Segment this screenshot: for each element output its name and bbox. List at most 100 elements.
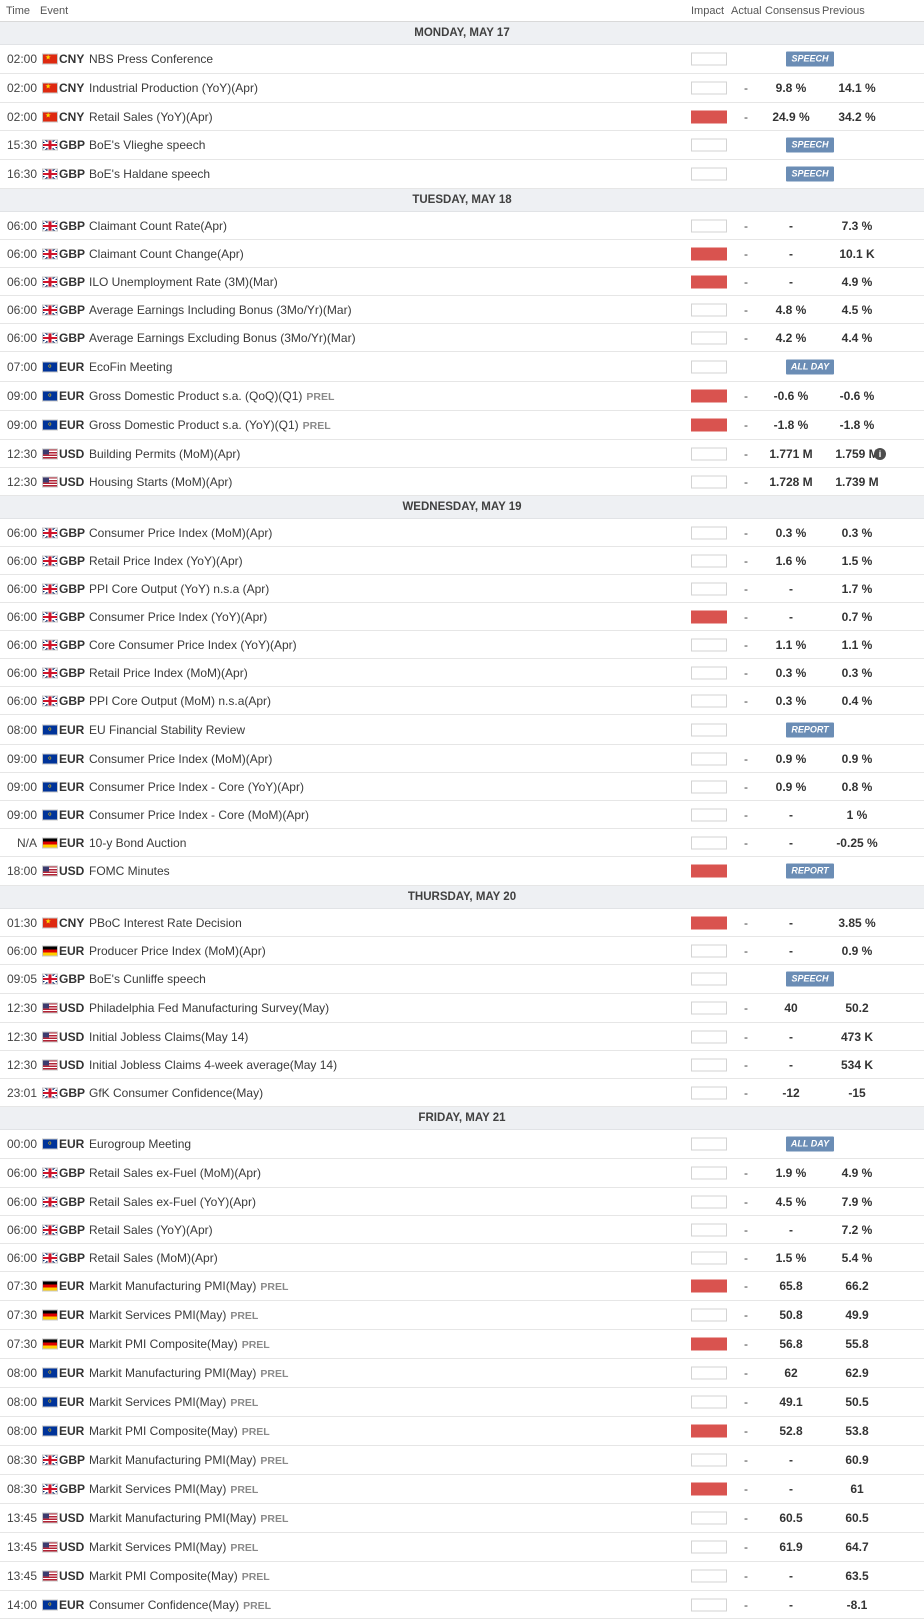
event-row[interactable]: N/A EUR 10-y Bond Auction - - -0.25 % (0, 829, 924, 857)
event-name[interactable]: EU Financial Stability Review (89, 723, 245, 737)
event-title[interactable]: Markit Manufacturing PMI(May) (89, 1511, 257, 1525)
event-name[interactable]: Building Permits (MoM)(Apr) (89, 447, 240, 461)
event-name[interactable]: Consumer Price Index - Core (MoM)(Apr) (89, 808, 309, 822)
event-name[interactable]: Producer Price Index (MoM)(Apr) (89, 944, 266, 958)
event-title[interactable]: Markit Manufacturing PMI(May) (89, 1366, 257, 1380)
event-name[interactable]: Markit Services PMI(May) PREL (89, 1540, 258, 1554)
event-row[interactable]: 07:00 EUR EcoFin Meeting ALL DAY (0, 352, 924, 382)
event-row[interactable]: 13:45 USD Markit Manufacturing PMI(May) PRE… (0, 1504, 924, 1533)
event-title[interactable]: PPI Core Output (MoM) n.s.a(Apr) (89, 693, 272, 708)
event-row[interactable]: 18:00 USD FOMC Minutes REPORT (0, 857, 924, 886)
event-title[interactable]: Average Earnings Excluding Bonus (3Mo/Yr… (89, 330, 356, 345)
event-name[interactable]: Gross Domestic Product s.a. (QoQ)(Q1) PRE… (89, 389, 334, 403)
event-title[interactable]: Consumer Price Index (MoM)(Apr) (89, 525, 273, 540)
event-name[interactable]: Markit Manufacturing PMI(May) PREL (89, 1366, 288, 1380)
event-title[interactable]: Eurogroup Meeting (89, 1137, 192, 1151)
event-name[interactable]: Core Consumer Price Index (YoY)(Apr) (89, 638, 297, 652)
event-name[interactable]: Consumer Price Index - Core (YoY)(Apr) (89, 780, 304, 794)
event-title[interactable]: Gross Domestic Product s.a. (QoQ)(Q1) (89, 389, 303, 403)
event-row[interactable]: 08:00 EUR Markit Services PMI(May)PREL - 49.… (0, 1388, 924, 1417)
event-name[interactable]: Eurogroup Meeting (89, 1137, 191, 1151)
event-name[interactable]: Retail Price Index (YoY)(Apr) (89, 554, 243, 568)
event-row[interactable]: 06:00 GBP Core Consumer Price Index (YoY)(… (0, 631, 924, 659)
event-title[interactable]: EU Financial Stability Review (89, 722, 246, 737)
column-consensus-header[interactable]: Consensus (765, 5, 821, 17)
event-name[interactable]: Claimant Count Rate(Apr) (89, 219, 227, 233)
event-row[interactable]: 06:00 GBP Retail Price Index (MoM)(Apr) - 0.… (0, 659, 924, 687)
event-row[interactable]: 06:00 GBP Retail Sales ex-Fuel (MoM)(Apr) -… (0, 1159, 924, 1188)
event-title[interactable]: ILO Unemployment Rate (3M)(Mar) (89, 274, 278, 289)
event-title[interactable]: BoE's Cunliffe speech (89, 972, 206, 986)
event-title[interactable]: BoE's Vlieghe speech (89, 138, 206, 152)
event-name[interactable]: Markit Services PMI(May) PREL (89, 1395, 258, 1409)
event-name[interactable]: Retail Sales (YoY)(Apr) (89, 1223, 213, 1237)
event-name[interactable]: Initial Jobless Claims 4-week average(Ma… (89, 1058, 337, 1072)
event-title[interactable]: Initial Jobless Claims 4-week average(Ma… (89, 1057, 338, 1072)
event-name[interactable]: Markit PMI Composite(May) PREL (89, 1337, 270, 1351)
event-row[interactable]: 01:30 CNY PBoC Interest Rate Decision - - 3.8… (0, 909, 924, 937)
event-name[interactable]: ILO Unemployment Rate (3M)(Mar) (89, 275, 278, 289)
event-name[interactable]: Claimant Count Change(Apr) (89, 247, 244, 261)
event-name[interactable]: Retail Price Index (MoM)(Apr) (89, 666, 248, 680)
event-title[interactable]: Initial Jobless Claims(May 14) (89, 1029, 249, 1044)
event-name[interactable]: Retail Sales ex-Fuel (MoM)(Apr) (89, 1166, 261, 1180)
event-name[interactable]: Consumer Price Index (MoM)(Apr) (89, 526, 272, 540)
event-name[interactable]: Gross Domestic Product s.a. (YoY)(Q1) PRE… (89, 418, 331, 432)
event-title[interactable]: Consumer Price Index - Core (MoM)(Apr) (89, 807, 310, 822)
event-name[interactable]: Markit Services PMI(May) PREL (89, 1308, 258, 1322)
event-row[interactable]: 06:00 GBP Consumer Price Index (MoM)(Apr) -… (0, 519, 924, 547)
event-row[interactable]: 06:00 GBP PPI Core Output (MoM) n.s.a(Apr)… (0, 687, 924, 715)
event-row[interactable]: 02:00 CNY Retail Sales (YoY)(Apr) - 24.9 % 34… (0, 103, 924, 131)
event-row[interactable]: 06:00 GBP Consumer Price Index (YoY)(Apr) -… (0, 603, 924, 631)
event-title[interactable]: Retail Sales ex-Fuel (YoY)(Apr) (89, 1194, 256, 1209)
event-title[interactable]: Building Permits (MoM)(Apr) (89, 446, 241, 461)
event-name[interactable]: Markit PMI Composite(May) PREL (89, 1424, 270, 1438)
event-row[interactable]: 06:00 GBP Claimant Count Rate(Apr) - - 7.3 % (0, 212, 924, 240)
event-name[interactable]: Industrial Production (YoY)(Apr) (89, 81, 258, 95)
event-title[interactable]: Retail Sales (YoY)(Apr) (89, 1222, 213, 1237)
event-row[interactable]: 09:00 EUR Consumer Price Index - Core (YoY… (0, 773, 924, 801)
event-row[interactable]: 00:00 EUR Eurogroup Meeting ALL DAY (0, 1130, 924, 1159)
event-name[interactable]: EcoFin Meeting (89, 360, 172, 374)
event-row[interactable]: 06:00 GBP PPI Core Output (YoY) n.s.a (Apr… (0, 575, 924, 603)
event-title[interactable]: Retail Sales ex-Fuel (MoM)(Apr) (89, 1166, 262, 1180)
event-row[interactable]: 06:00 EUR Producer Price Index (MoM)(Apr) -… (0, 937, 924, 965)
event-name[interactable]: FOMC Minutes (89, 864, 170, 878)
event-row[interactable]: 08:30 GBP Markit Services PMI(May) PREL - - 61 (0, 1475, 924, 1504)
event-title[interactable]: Retail Price Index (YoY)(Apr) (89, 553, 243, 568)
event-title[interactable]: Philadelphia Fed Manufacturing Survey(Ma… (89, 1001, 330, 1015)
event-row[interactable]: 12:30 USD Initial Jobless Claims 4-week av… (0, 1051, 924, 1079)
event-title[interactable]: Retail Sales (YoY)(Apr) (89, 109, 213, 124)
event-row[interactable]: 13:45 USD Markit PMI Composite(May) PREL - - 6… (0, 1562, 924, 1591)
event-row[interactable]: 08:30 GBP Markit Manufacturing PMI(May) PRE… (0, 1446, 924, 1475)
event-row[interactable]: 12:30 USD Initial Jobless Claims(May 14) - -… (0, 1023, 924, 1051)
event-name[interactable]: Average Earnings Including Bonus (3Mo/Yr… (89, 303, 352, 317)
column-actual-header[interactable]: Actual (731, 5, 762, 17)
event-name[interactable]: BoE's Vlieghe speech (89, 138, 205, 152)
event-title[interactable]: Markit Services PMI(May) (89, 1540, 227, 1554)
event-name[interactable]: Consumer Price Index (YoY)(Apr) (89, 610, 267, 624)
event-title[interactable]: Claimant Count Change(Apr) (89, 246, 244, 261)
event-title[interactable]: Markit Manufacturing PMI(May) (89, 1453, 257, 1467)
event-title[interactable]: Consumer Price Index (MoM)(Apr) (89, 751, 273, 766)
event-row[interactable]: 09:00 EUR Consumer Price Index - Core (MoM… (0, 801, 924, 829)
event-row[interactable]: 06:00 GBP Average Earnings Excluding Bonus… (0, 324, 924, 352)
event-title[interactable]: Retail Price Index (MoM)(Apr) (89, 665, 248, 680)
event-name[interactable]: Average Earnings Excluding Bonus (3Mo/Yr… (89, 331, 356, 345)
event-row[interactable]: 07:30 EUR Markit PMI Composite(May) PREL - 56… (0, 1330, 924, 1359)
event-title[interactable]: Retail Sales (MoM)(Apr) (89, 1250, 218, 1265)
event-title[interactable]: Markit PMI Composite(May) (89, 1424, 238, 1438)
event-title[interactable]: GfK Consumer Confidence(May) (89, 1085, 264, 1100)
event-row[interactable]: 15:30 GBP BoE's Vlieghe speech SPEECH (0, 131, 924, 160)
event-name[interactable]: BoE's Haldane speech (89, 167, 210, 181)
event-row[interactable]: 09:05 GBP BoE's Cunliffe speech SPEECH (0, 965, 924, 994)
event-title[interactable]: Markit Services PMI(May) (89, 1395, 227, 1409)
event-row[interactable]: 08:00 EUR Markit Manufacturing PMI(May)PRE… (0, 1359, 924, 1388)
event-title[interactable]: Gross Domestic Product s.a. (YoY)(Q1) (89, 418, 299, 432)
event-name[interactable]: BoE's Cunliffe speech (89, 972, 206, 986)
event-name[interactable]: Retail Sales ex-Fuel (YoY)(Apr) (89, 1195, 256, 1209)
event-title[interactable]: Markit Services PMI(May) (89, 1308, 227, 1322)
event-row[interactable]: 08:00 EUR Markit PMI Composite(May)PREL - 52… (0, 1417, 924, 1446)
event-name[interactable]: Philadelphia Fed Manufacturing Survey(Ma… (89, 1001, 329, 1015)
event-name[interactable]: 10-y Bond Auction (89, 836, 186, 850)
